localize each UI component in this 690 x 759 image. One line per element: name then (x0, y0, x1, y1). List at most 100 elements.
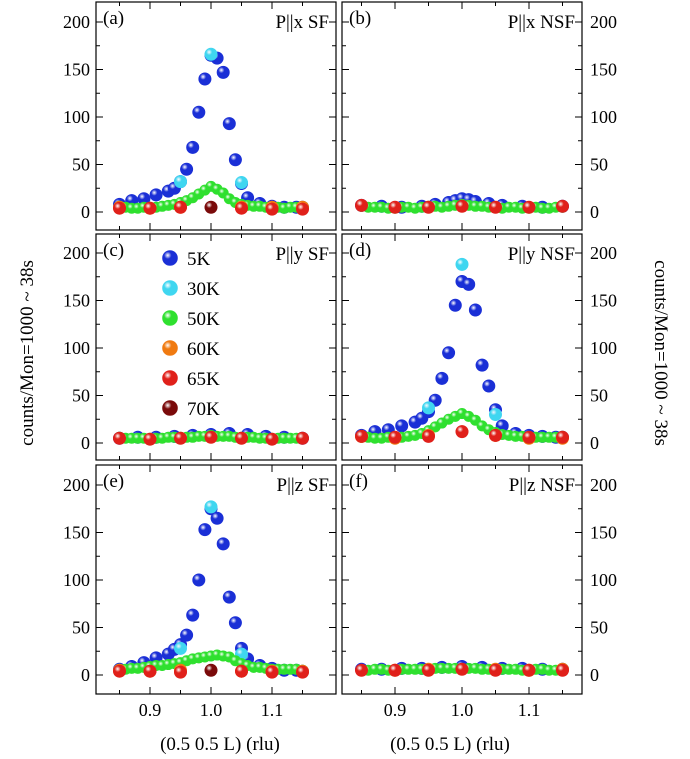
data-point (235, 176, 249, 190)
data-point (421, 200, 435, 214)
data-point (421, 429, 435, 443)
data-point (295, 431, 309, 445)
panel-frame (341, 464, 583, 695)
y-tick-label: 200 (590, 475, 617, 495)
data-point (388, 663, 402, 677)
data-point (198, 523, 212, 537)
data-point (113, 664, 127, 678)
data-point (204, 430, 218, 444)
panel-d: 0 50 100 150 200 (d) P||y NSF (341, 233, 617, 461)
y-tick-label: 150 (63, 523, 90, 543)
data-point (555, 430, 569, 444)
data-point (228, 616, 242, 630)
legend-label: 50K (187, 309, 220, 330)
panel-c: 0 50 100 150 200 (c) P||y SF 5K 30K 50K 60K 65K 70K (63, 233, 337, 461)
data-point (204, 200, 218, 214)
data-point (442, 346, 456, 360)
data-point (522, 200, 536, 214)
data-point (210, 511, 224, 525)
data-point (354, 663, 368, 677)
data-point (468, 303, 482, 317)
data-point (174, 665, 188, 679)
panel-title: P||y SF (275, 244, 329, 265)
data-point (555, 663, 569, 677)
data-point (455, 257, 469, 271)
data-point (180, 628, 194, 642)
data-point (235, 664, 249, 678)
data-point (354, 198, 368, 212)
x-tick-label: 0.9 (139, 700, 162, 720)
panels-layer: 0 50 100 150 200 (a) P||x SF 0 50 100 150 200 (b) P||… (63, 1, 617, 720)
panel-f: 0 50 100 150 200 0.9 1.0 1.1 (f) P||z NSF (341, 464, 617, 720)
data-point (216, 537, 230, 551)
data-point (143, 664, 157, 678)
data-point (455, 425, 469, 439)
y-tick-label: 100 (63, 338, 90, 358)
y-axis-label-left: counts/Mon=1000 ~ 38s (17, 260, 38, 446)
data-point (143, 201, 157, 215)
x-axis-label-left: (0.5 0.5 L) (rlu) (160, 734, 280, 755)
panel-tag: (e) (103, 471, 124, 492)
series-70k (204, 200, 218, 214)
data-point (228, 153, 242, 167)
y-tick-label: 0 (590, 202, 599, 222)
y-tick-label: 100 (590, 107, 617, 127)
panel-frame (95, 233, 337, 461)
data-point (192, 573, 206, 587)
data-point (149, 188, 163, 202)
x-tick-label: 0.9 (384, 700, 407, 720)
data-point (192, 105, 206, 119)
panel-tag: (b) (349, 8, 371, 29)
legend-label: 30K (187, 279, 220, 300)
legend: 5K 30K 50K 60K 65K 70K (162, 249, 220, 420)
legend-marker (162, 370, 178, 386)
data-point (488, 200, 502, 214)
x-tick-label: 1.1 (518, 700, 541, 720)
x-tick-label: 1.0 (200, 700, 223, 720)
panel-e: 0 50 100 150 200 0.9 1.0 1.1 (e) P||z SF (63, 464, 337, 720)
legend-marker (162, 400, 178, 416)
legend-marker (162, 340, 178, 356)
data-point (222, 117, 236, 131)
y-tick-label: 50 (72, 155, 90, 175)
data-point (354, 429, 368, 443)
legend-label: 65K (187, 369, 220, 390)
data-point (204, 663, 218, 677)
series-50k (114, 180, 308, 214)
series-65k (354, 425, 569, 444)
panel-title: P||x SF (275, 12, 329, 33)
data-point (455, 662, 469, 676)
data-point (216, 65, 230, 79)
y-tick-label: 150 (590, 60, 617, 80)
legend-label: 60K (187, 339, 220, 360)
data-point (522, 430, 536, 444)
panel-title: P||x NSF (508, 12, 575, 33)
x-tick-label: 1.1 (261, 700, 284, 720)
y-tick-label: 200 (590, 243, 617, 263)
y-tick-label: 150 (590, 291, 617, 311)
data-point (222, 590, 236, 604)
legend-marker (162, 280, 178, 296)
legend-marker (162, 310, 178, 326)
data-point (265, 665, 279, 679)
y-tick-label: 200 (590, 12, 617, 32)
y-tick-label: 50 (590, 386, 608, 406)
data-point (295, 202, 309, 216)
data-point (186, 140, 200, 154)
series-65k (354, 662, 569, 677)
panel-a: 0 50 100 150 200 (a) P||x SF (63, 1, 337, 231)
panel-tag: (c) (103, 240, 124, 261)
y-tick-label: 50 (72, 618, 90, 638)
legend-label: 5K (187, 249, 211, 270)
legend-label: 70K (187, 399, 220, 420)
y-tick-label: 0 (81, 433, 90, 453)
y-tick-label: 0 (81, 665, 90, 685)
data-point (295, 665, 309, 679)
data-point (174, 431, 188, 445)
panel-b: 0 50 100 150 200 (b) P||x NSF (341, 1, 617, 231)
data-point (388, 430, 402, 444)
x-tick-label: 1.0 (451, 700, 474, 720)
data-point (555, 199, 569, 213)
